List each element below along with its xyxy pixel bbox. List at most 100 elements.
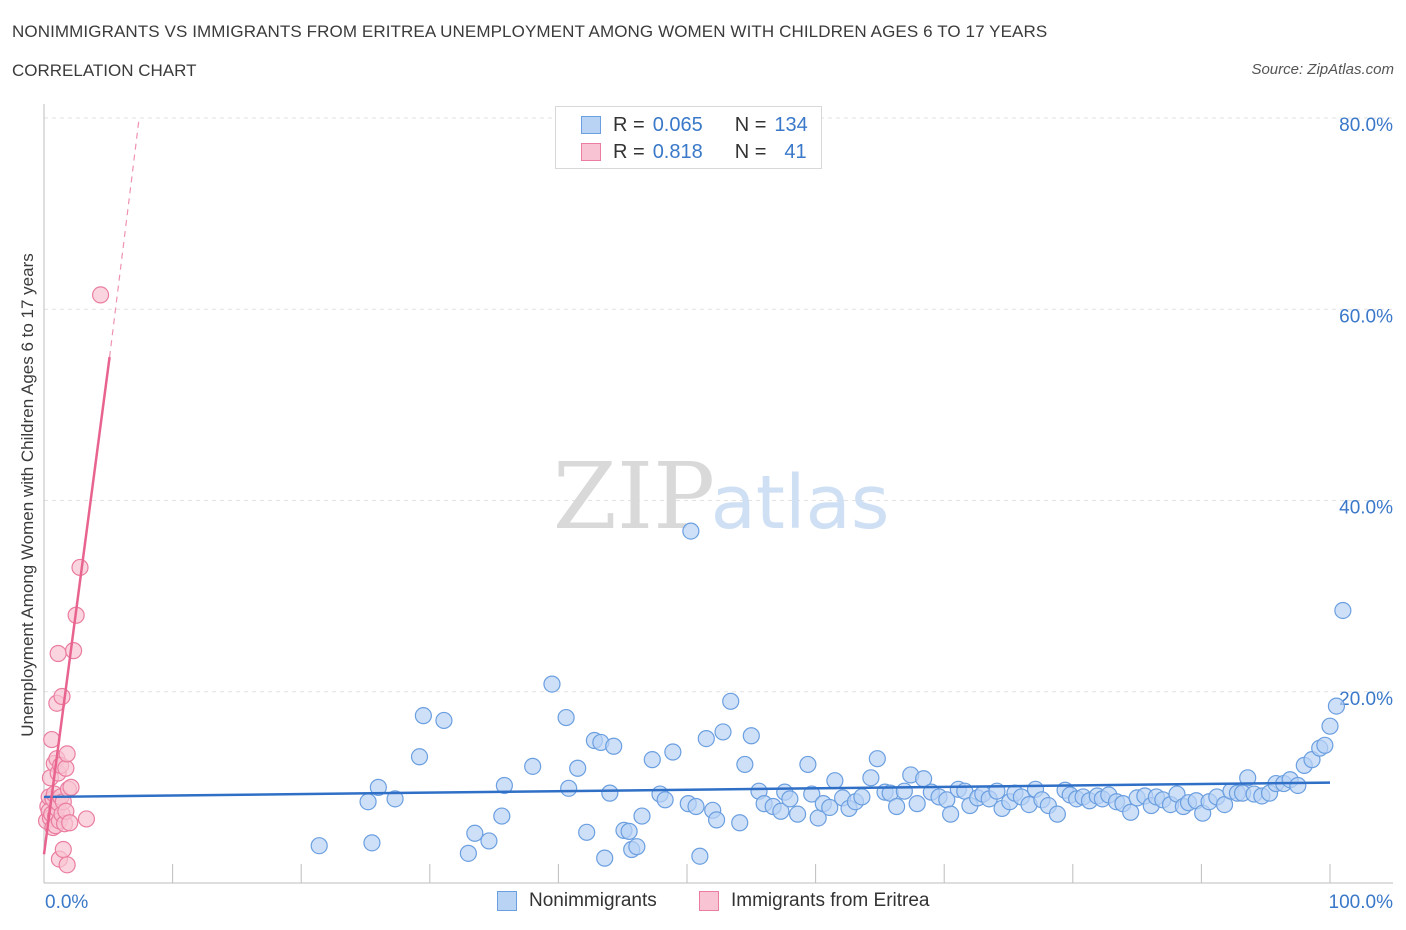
point-eritrea: [62, 778, 80, 796]
point-nonimmigrants: [691, 847, 709, 865]
point-nonimmigrants: [414, 707, 432, 725]
point-nonimmigrants: [459, 844, 477, 862]
point-nonimmigrants: [435, 711, 453, 730]
point-nonimmigrants: [363, 834, 381, 852]
point-nonimmigrants: [682, 522, 700, 540]
legend-item-nonimmigrants: Nonimmigrants: [497, 890, 657, 912]
point-eritrea: [54, 840, 72, 859]
y-tick-label: 60.0%: [1339, 306, 1393, 327]
point-nonimmigrants: [781, 790, 799, 808]
point-nonimmigrants: [569, 759, 587, 777]
legend-r-value: 0.818: [652, 140, 703, 163]
point-nonimmigrants: [1239, 769, 1257, 787]
legend-n-label: N =: [734, 113, 767, 136]
x-tick-label-max: 100.0%: [1329, 892, 1394, 913]
point-eritrea: [49, 644, 67, 663]
legend-label-eritrea: Immigrants from Eritrea: [731, 890, 930, 911]
point-nonimmigrants: [707, 811, 726, 829]
chart-title: NONIMMIGRANTS VS IMMIGRANTS FROM ERITREA…: [12, 22, 1048, 41]
point-nonimmigrants: [466, 824, 484, 842]
legend-item-eritrea: Immigrants from Eritrea: [699, 890, 929, 912]
legend-swatch-pink: [699, 891, 719, 911]
point-nonimmigrants: [557, 708, 575, 727]
point-nonimmigrants: [1316, 736, 1334, 754]
source-credit: Source: ZipAtlas.com: [1251, 61, 1394, 78]
point-nonimmigrants: [605, 737, 623, 755]
point-nonimmigrants: [628, 838, 646, 856]
point-nonimmigrants: [788, 805, 807, 823]
point-nonimmigrants: [731, 814, 749, 832]
chart-subtitle: CORRELATION CHART: [12, 61, 197, 80]
point-eritrea: [91, 286, 110, 304]
point-nonimmigrants: [1048, 805, 1066, 823]
point-eritrea: [64, 642, 83, 660]
point-nonimmigrants: [495, 776, 513, 795]
point-nonimmigrants: [1327, 697, 1346, 715]
series-eritrea-points: [37, 286, 110, 874]
trend-line-eritrea-extension: [108, 117, 140, 358]
point-nonimmigrants: [633, 807, 651, 825]
point-nonimmigrants: [369, 778, 387, 796]
legend-r-label: R =: [613, 113, 645, 136]
legend-row-nonimmigrants: R = 0.065 N = 134: [581, 113, 808, 137]
series-nonimmigrants-points: [310, 522, 1352, 867]
point-eritrea: [58, 745, 76, 763]
point-nonimmigrants: [868, 750, 886, 768]
point-nonimmigrants: [1334, 601, 1352, 620]
legend-r-label: R =: [613, 140, 645, 163]
point-nonimmigrants: [359, 793, 377, 811]
point-nonimmigrants: [524, 757, 542, 775]
axes: [43, 104, 1393, 884]
legend-swatch-blue: [497, 891, 517, 911]
point-nonimmigrants: [736, 755, 754, 774]
point-nonimmigrants: [862, 769, 880, 787]
point-nonimmigrants: [656, 791, 674, 809]
y-tick-labels: 20.0% 40.0% 60.0% 80.0%: [1339, 115, 1393, 710]
watermark-atlas: atlas: [711, 460, 890, 546]
point-eritrea: [61, 814, 79, 832]
legend-label-nonimmigrants: Nonimmigrants: [529, 890, 657, 911]
point-nonimmigrants: [908, 795, 926, 813]
point-nonimmigrants: [560, 779, 578, 797]
point-nonimmigrants: [821, 798, 839, 817]
legend-n-value: 134: [774, 113, 808, 136]
legend-swatch-blue: [581, 116, 601, 134]
point-nonimmigrants: [687, 797, 705, 816]
point-nonimmigrants: [480, 832, 498, 850]
point-nonimmigrants: [772, 802, 790, 820]
point-nonimmigrants: [1321, 717, 1339, 735]
legend-swatch-pink: [581, 143, 601, 161]
watermark: ZIP atlas: [553, 443, 890, 550]
point-nonimmigrants: [620, 822, 638, 840]
point-nonimmigrants: [578, 823, 596, 841]
point-nonimmigrants: [386, 790, 404, 808]
point-nonimmigrants: [643, 751, 661, 769]
legend-n-value: 41: [784, 140, 807, 163]
point-nonimmigrants: [803, 785, 821, 803]
y-axis-label: Unemployment Among Women with Children A…: [18, 253, 37, 737]
point-nonimmigrants: [799, 755, 817, 774]
y-tick-label: 20.0%: [1339, 689, 1393, 710]
point-nonimmigrants: [310, 837, 328, 855]
point-nonimmigrants: [664, 743, 682, 761]
point-nonimmigrants: [493, 807, 511, 825]
y-tick-label: 80.0%: [1339, 115, 1393, 136]
point-eritrea: [58, 856, 76, 874]
point-eritrea: [57, 759, 75, 777]
point-nonimmigrants: [742, 727, 760, 745]
trend-line-eritrea: [42, 356, 111, 855]
point-nonimmigrants: [596, 849, 614, 867]
legend-r-value: 0.065: [652, 113, 703, 136]
point-nonimmigrants: [714, 723, 732, 741]
point-nonimmigrants: [1122, 803, 1140, 821]
point-nonimmigrants: [895, 782, 913, 800]
grid-lines: [44, 117, 1393, 693]
point-nonimmigrants: [722, 692, 740, 710]
point-nonimmigrants: [826, 772, 844, 790]
point-nonimmigrants: [942, 805, 960, 823]
trend-line-nonimmigrants: [43, 781, 1331, 799]
point-nonimmigrants: [697, 730, 715, 748]
correlation-legend: R = 0.065 N = 134 R = 0.818 N = 41: [555, 106, 822, 169]
point-nonimmigrants: [888, 797, 906, 816]
